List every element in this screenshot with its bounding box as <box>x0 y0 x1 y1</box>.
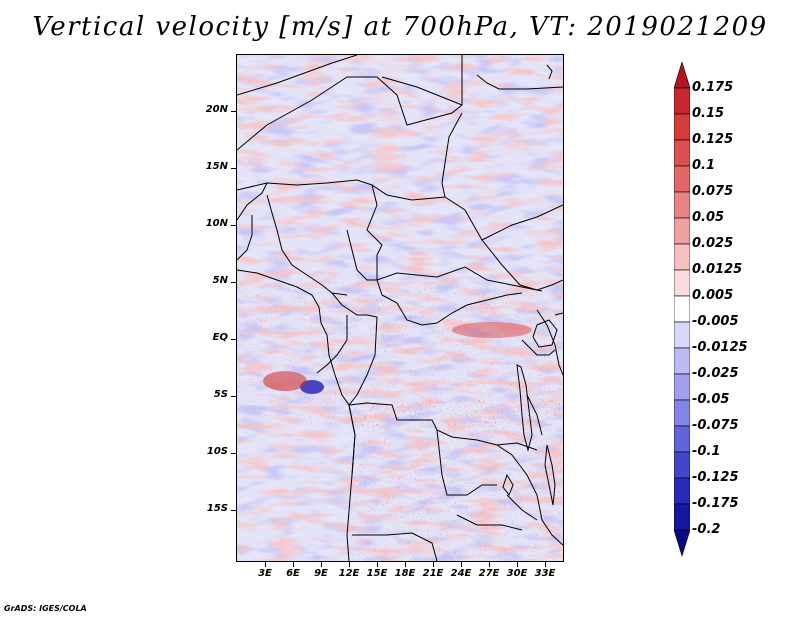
lat-label-10s: 10S <box>206 446 228 457</box>
lon-tick <box>265 562 266 567</box>
lon-label-12e: 12E <box>338 568 360 579</box>
lake-victoria <box>532 319 558 348</box>
political-boundaries <box>237 55 563 561</box>
lat-label-eq: EQ <box>212 332 228 343</box>
colorbar-label: -0.0125 <box>692 340 748 355</box>
lat-tick <box>231 282 236 283</box>
colorbar <box>674 62 690 558</box>
colorbar-bin <box>674 321 690 349</box>
lat-label-5s: 5S <box>213 389 228 400</box>
lon-label-6e: 6E <box>286 568 300 579</box>
lat-tick <box>231 225 236 226</box>
colorbar-bin <box>674 399 690 427</box>
lon-tick <box>489 562 490 567</box>
colorbar-label: -0.025 <box>692 366 739 381</box>
lat-tick <box>231 339 236 340</box>
lon-tick <box>293 562 294 567</box>
lat-tick <box>231 168 236 169</box>
lat-tick <box>231 396 236 397</box>
lat-label-15n: 15N <box>205 161 228 172</box>
colorbar-label: 0.0125 <box>692 262 743 277</box>
lon-label-21e: 21E <box>422 568 444 579</box>
lon-label-27e: 27E <box>478 568 500 579</box>
colorbar-bin <box>674 113 690 141</box>
lat-label-15s: 15S <box>206 503 228 514</box>
colorbar-label: -0.075 <box>692 418 739 433</box>
colorbar-label: -0.175 <box>692 496 739 511</box>
colorbar-bin <box>674 477 690 505</box>
lon-label-33e: 33E <box>534 568 556 579</box>
lat-label-10n: 10N <box>205 218 228 229</box>
colorbar-label: -0.005 <box>692 314 739 329</box>
colorbar-bin <box>674 87 690 115</box>
lat-label-5n: 5N <box>212 275 228 286</box>
lon-tick <box>377 562 378 567</box>
colorbar-bin <box>674 191 690 219</box>
colorbar-bin <box>674 243 690 271</box>
colorbar-label: 0.125 <box>692 132 734 147</box>
lat-tick <box>231 111 236 112</box>
map-title: Vertical velocity [m/s] at 700hPa, VT: 2… <box>32 12 768 42</box>
lon-label-30e: 30E <box>506 568 528 579</box>
colorbar-label: -0.2 <box>692 522 721 537</box>
colorbar-bin <box>674 139 690 167</box>
lat-label-20n: 20N <box>205 104 228 115</box>
colorbar-bin <box>674 425 690 453</box>
colorbar-bin <box>674 373 690 401</box>
lon-label-15e: 15E <box>366 568 388 579</box>
velocity-field <box>237 55 563 561</box>
strong-ascent-cell <box>263 371 307 391</box>
lat-tick <box>231 453 236 454</box>
colorbar-label: 0.1 <box>692 158 716 173</box>
tropical-subsidence <box>237 295 563 415</box>
colorbar-label: 0.05 <box>692 210 725 225</box>
grads-credit: GrADS: IGES/COLA <box>4 604 87 613</box>
colorbar-min-arrow <box>674 529 690 558</box>
lon-tick <box>517 562 518 567</box>
colorbar-label: 0.15 <box>692 106 725 121</box>
lon-label-18e: 18E <box>394 568 416 579</box>
colorbar-bin <box>674 451 690 479</box>
colorbar-label: -0.125 <box>692 470 739 485</box>
lon-tick <box>405 562 406 567</box>
lon-tick <box>433 562 434 567</box>
ascent-band-east <box>452 322 532 338</box>
colorbar-label: 0.075 <box>692 184 734 199</box>
colorbar-bin <box>674 165 690 193</box>
lake-tanganyika <box>516 364 533 452</box>
colorbar-bin <box>674 269 690 297</box>
coastline <box>237 269 356 476</box>
colorbar-max-arrow <box>674 62 690 89</box>
lon-label-3e: 3E <box>258 568 272 579</box>
map-panel[interactable] <box>236 54 564 562</box>
colorbar-bin <box>674 217 690 245</box>
colorbar-label: 0.005 <box>692 288 734 303</box>
lon-tick <box>461 562 462 567</box>
lon-tick <box>321 562 322 567</box>
colorbar-label: 0.025 <box>692 236 734 251</box>
lake-mweru <box>502 473 514 497</box>
colorbar-bin <box>674 347 690 375</box>
colorbar-label: 0.175 <box>692 80 734 95</box>
colorbar-bin <box>674 295 690 323</box>
colorbar-label: -0.1 <box>692 444 721 459</box>
lon-label-24e: 24E <box>450 568 472 579</box>
lon-tick <box>349 562 350 567</box>
colorbar-bin <box>674 503 690 531</box>
lon-label-9e: 9E <box>314 568 328 579</box>
colorbar-label: -0.05 <box>692 392 730 407</box>
lat-tick <box>231 510 236 511</box>
lake-malawi <box>544 444 556 506</box>
lon-tick <box>545 562 546 567</box>
